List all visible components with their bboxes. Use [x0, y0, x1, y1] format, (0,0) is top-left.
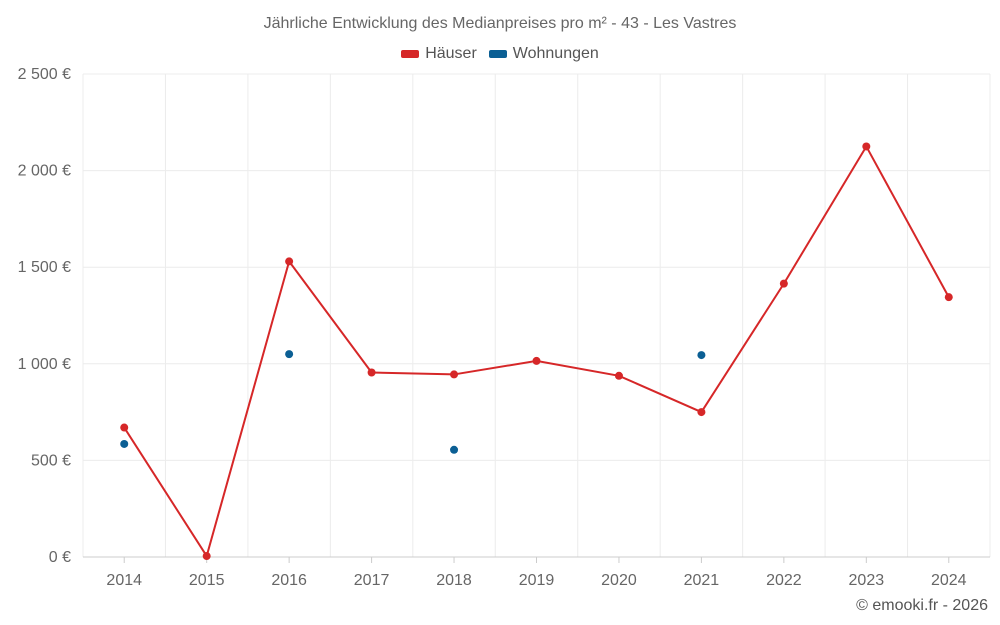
y-tick-label: 500 €	[31, 452, 71, 469]
data-point-houses	[944, 293, 953, 302]
x-tick-label: 2016	[271, 572, 307, 589]
data-point-houses	[532, 356, 541, 365]
data-point-houses	[614, 371, 623, 380]
y-tick-label: 2 000 €	[18, 163, 71, 180]
x-tick-label: 2019	[519, 572, 555, 589]
legend-item-apartments[interactable]: Wohnungen	[488, 45, 599, 63]
series-layer	[120, 142, 953, 561]
x-tick-label: 2024	[931, 572, 967, 589]
x-tick-label: 2017	[354, 572, 390, 589]
credit-text: © emooki.fr - 2026	[856, 597, 988, 614]
data-point-houses	[779, 279, 788, 288]
y-tick-label: 2 500 €	[18, 66, 71, 83]
x-tick-label: 2018	[436, 572, 472, 589]
x-tick-label: 2023	[849, 572, 885, 589]
x-tick-label: 2020	[601, 572, 637, 589]
legend-item-houses[interactable]: Häuser	[401, 45, 477, 63]
legend-label-apartments: Wohnungen	[512, 45, 599, 62]
x-tick-label: 2014	[106, 572, 142, 589]
data-point-apartments	[450, 445, 459, 454]
chart-title: Jährliche Entwicklung des Medianpreises …	[263, 15, 737, 32]
x-tick-label: 2022	[766, 572, 802, 589]
data-point-apartments	[697, 351, 706, 360]
x-tick-label: 2021	[684, 572, 720, 589]
y-tick-label: 0 €	[49, 549, 71, 566]
legend-swatch-apartments	[488, 50, 507, 58]
data-point-houses	[697, 408, 706, 417]
legend-label-houses: Häuser	[425, 45, 477, 62]
y-tick-label: 1 500 €	[18, 259, 71, 276]
grid-layer	[82, 73, 991, 558]
y-tick-label: 1 000 €	[18, 356, 71, 373]
data-point-houses	[367, 368, 376, 377]
axis-layer: 0 € 500 € 1 000 € 1 500 € 2 000 € 2 500 € 2014…	[18, 66, 967, 589]
legend: Häuser Wohnungen	[0, 45, 1000, 63]
data-point-houses	[285, 257, 294, 266]
data-point-apartments	[120, 439, 129, 448]
legend-swatch-houses	[401, 50, 420, 58]
data-point-apartments	[285, 350, 294, 359]
x-tick-label: 2015	[189, 572, 225, 589]
data-point-houses	[120, 423, 129, 432]
data-point-houses	[862, 142, 871, 151]
data-point-houses	[450, 370, 459, 379]
data-point-houses	[202, 552, 211, 561]
